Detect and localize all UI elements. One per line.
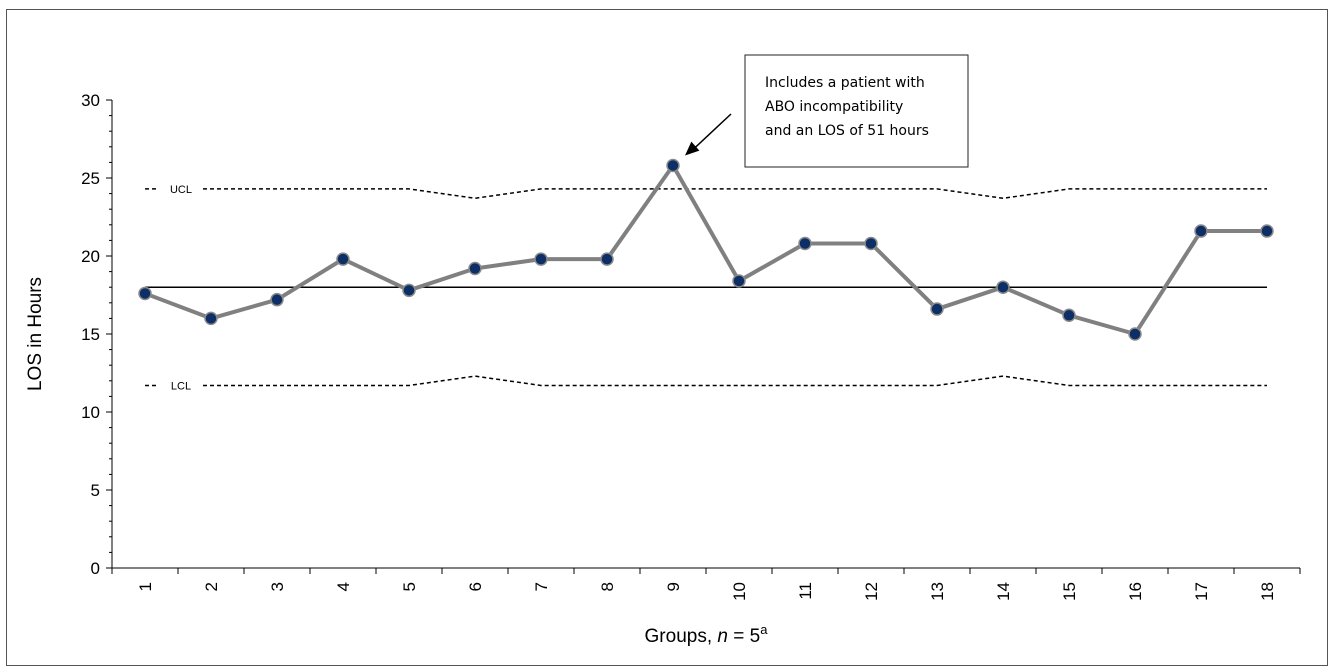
annotation-text: Includes a patient with xyxy=(765,75,925,91)
data-point xyxy=(864,236,878,251)
chart-frame: 0 5 10 15 20 25 30 1 2 3 4 5 6 7 8 9 10 11 12 13 14 15 16 17 18 L… xyxy=(6,9,1328,666)
data-point xyxy=(1260,224,1274,238)
data-point xyxy=(336,252,350,266)
ucl-line xyxy=(203,188,1267,200)
data-point xyxy=(732,274,746,288)
y-tick-label: 20 xyxy=(81,247,100,266)
ucl-label: UCL xyxy=(170,184,192,196)
annotation-text: ABO incompatibility xyxy=(765,99,903,115)
x-tick-label: 2 xyxy=(202,582,221,591)
y-tick-label: 10 xyxy=(81,403,100,422)
x-tick-label: 16 xyxy=(1126,582,1145,601)
data-point xyxy=(1062,308,1076,323)
x-tick-label: 17 xyxy=(1192,582,1211,601)
x-tick-label: 1 xyxy=(136,582,155,591)
data-point xyxy=(138,286,152,301)
y-tick-label: 25 xyxy=(81,169,100,188)
data-point xyxy=(798,236,812,251)
x-tick-label: 9 xyxy=(664,582,683,591)
data-point xyxy=(534,252,548,266)
x-tick-label: 14 xyxy=(994,582,1013,601)
data-point xyxy=(1194,224,1208,238)
x-tick-label: 11 xyxy=(796,582,815,600)
annotation-box xyxy=(744,54,969,168)
x-tick-label: 4 xyxy=(334,582,353,591)
annotation-arrow-head xyxy=(685,141,700,156)
y-tick-label: 0 xyxy=(91,559,100,578)
x-tick-label: 8 xyxy=(598,582,617,591)
y-axis-title: LOS in Hours xyxy=(25,277,46,391)
annotation-text: and an LOS of 51 hours xyxy=(765,123,929,139)
data-point xyxy=(468,261,482,276)
data-point xyxy=(666,158,680,173)
data-point xyxy=(930,302,944,316)
x-tick-label: 15 xyxy=(1060,582,1079,601)
data-point xyxy=(600,252,614,266)
series-line xyxy=(144,163,1267,336)
lcl-line xyxy=(203,375,1267,387)
data-point xyxy=(402,283,416,298)
x-tick-label: 10 xyxy=(730,582,749,601)
x-tick-label: 13 xyxy=(928,582,947,601)
x-tick-label: 6 xyxy=(466,582,485,591)
y-tick-label: 30 xyxy=(81,91,100,110)
x-tick-label: 12 xyxy=(862,582,881,601)
lcl-label: LCL xyxy=(171,380,191,392)
x-axis-title: Groups, n = 5a xyxy=(645,622,769,647)
y-tick-label: 15 xyxy=(81,325,100,344)
data-point xyxy=(270,292,284,307)
x-tick-label: 7 xyxy=(532,582,551,591)
data-point xyxy=(204,311,218,326)
y-tick-label: 5 xyxy=(91,481,100,500)
annotation-arrow-shaft xyxy=(692,113,732,151)
data-point xyxy=(996,280,1010,294)
data-point xyxy=(1128,327,1142,341)
x-tick-label: 5 xyxy=(400,582,419,591)
x-tick-label: 18 xyxy=(1258,582,1277,601)
x-tick-label: 3 xyxy=(268,582,287,591)
